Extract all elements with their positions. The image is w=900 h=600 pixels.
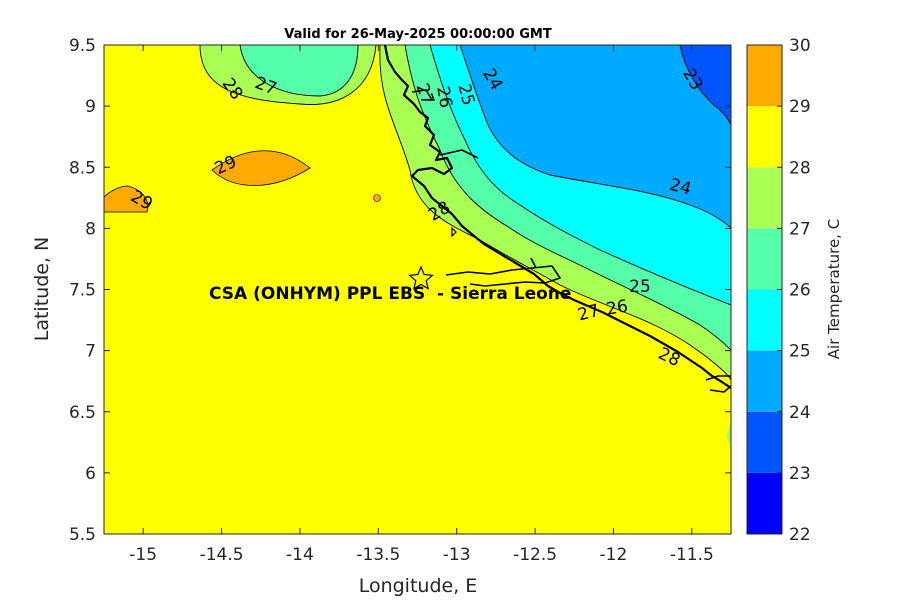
colorbar: 22 23 24 25 26 27 28 29 30 xyxy=(746,36,811,545)
y-tick-label: 9.5 xyxy=(69,36,96,56)
contour-label: 25 xyxy=(629,277,651,297)
x-tick-label: -13 xyxy=(443,545,471,565)
x-tick-label: -12.5 xyxy=(513,545,557,565)
band-23-24 xyxy=(460,45,731,228)
colorbar-tick-label: 24 xyxy=(789,403,811,423)
x-tick-label: -14 xyxy=(286,545,314,565)
x-tick-label: -11.5 xyxy=(670,545,714,565)
y-tick-label: 6 xyxy=(85,464,96,484)
colorbar-label: Air Temperature, C xyxy=(825,219,843,359)
map-plot-area: 28 27 29 29 27 26 25 24 23 24 28 25 26 2… xyxy=(104,45,731,534)
south-coast-patch xyxy=(726,425,731,445)
y-tick-label: 9 xyxy=(85,97,96,117)
y-tick-label: 8 xyxy=(85,219,96,239)
colorbar-swatch xyxy=(747,228,782,290)
star-outline-icon xyxy=(408,265,434,290)
warm-patch-29-b xyxy=(104,185,149,213)
contour-label: 26 xyxy=(605,296,630,319)
y-axis-ticks: 5.5 6 6.5 7 7.5 8 8.5 9 9.5 xyxy=(69,36,731,545)
colorbar-tick-label: 23 xyxy=(789,464,811,484)
band-22-23 xyxy=(680,45,731,125)
warm-spot xyxy=(373,194,381,202)
x-axis-ticks: -15 -14.5 -14 -13.5 -13 -12.5 -12 -11.5 xyxy=(129,45,714,565)
colorbar-swatch xyxy=(747,472,782,534)
station-label: CSA (ONHYM) PPL EBS - Sierra Leone xyxy=(209,284,571,304)
x-tick-label: -15 xyxy=(129,545,157,565)
colorbar-swatch xyxy=(747,106,782,168)
colorbar-swatch xyxy=(747,167,782,229)
y-tick-label: 7 xyxy=(85,342,96,362)
colorbar-swatch xyxy=(747,289,782,351)
y-tick-label: 5.5 xyxy=(69,525,96,545)
colorbar-swatch xyxy=(747,350,782,412)
coastline-inland xyxy=(411,89,731,393)
nw-band-26-27 xyxy=(240,45,358,96)
coastal-island xyxy=(451,226,457,238)
y-tick-label: 8.5 xyxy=(69,158,96,178)
contour-lines xyxy=(199,45,731,381)
colorbar-swatch xyxy=(747,411,782,473)
coastline xyxy=(383,45,731,389)
x-axis-label: Longitude, E xyxy=(359,575,478,597)
colorbar-tick-label: 26 xyxy=(789,281,811,301)
contour-label: 26 xyxy=(432,85,455,110)
colorbar-tick-label: 29 xyxy=(789,97,811,117)
x-tick-label: -13.5 xyxy=(356,545,400,565)
colorbar-tick-label: 30 xyxy=(789,36,811,56)
colorbar-tick-label: 27 xyxy=(789,219,811,239)
y-axis-label: Latitude, N xyxy=(31,237,53,342)
x-tick-label: -14.5 xyxy=(200,545,244,565)
colorbar-tick-label: 28 xyxy=(789,158,811,178)
x-tick-label: -12 xyxy=(600,545,628,565)
colorbar-swatch xyxy=(747,45,782,107)
y-tick-label: 6.5 xyxy=(69,403,96,423)
map-title: Valid for 26-May-2025 00:00:00 GMT xyxy=(284,27,552,42)
warm-patch-29-a xyxy=(211,150,311,186)
colorbar-tick-label: 25 xyxy=(789,342,811,362)
colorbar-tick-label: 22 xyxy=(789,525,811,545)
y-tick-label: 7.5 xyxy=(69,281,96,301)
